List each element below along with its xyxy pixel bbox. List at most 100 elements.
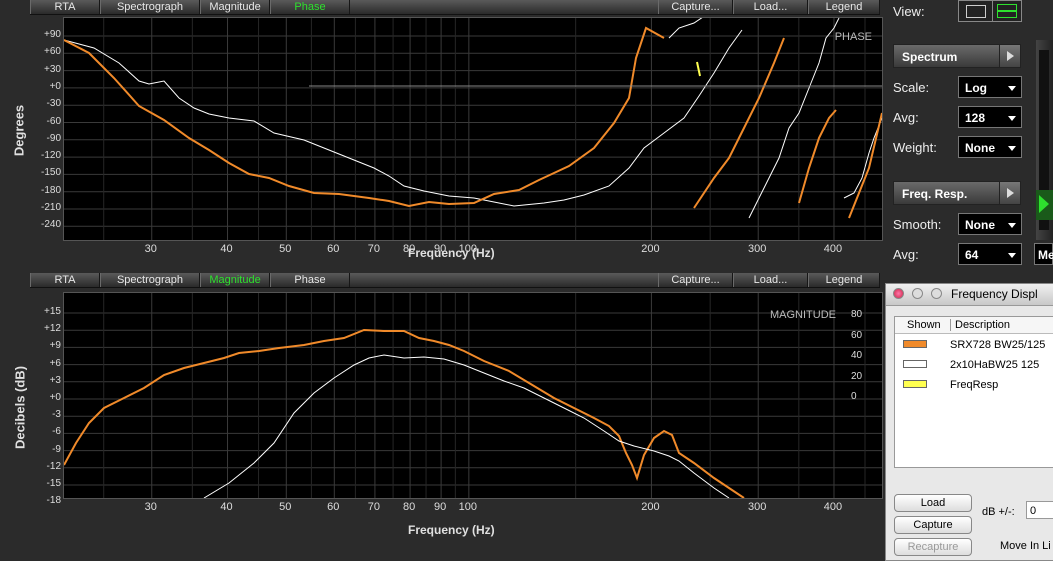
top-load-button[interactable]: Load... (733, 0, 808, 14)
bottom-y-axis-title: Decibels (dB) (12, 365, 28, 450)
bottom-capture-button[interactable]: Capture... (658, 273, 733, 287)
col-shown[interactable]: Shown (907, 319, 941, 331)
top-x-axis-title: Frequency (Hz) (408, 246, 495, 260)
trace-list: Shown Description SRX728 BW25/125 2x10HaB… (894, 316, 1053, 468)
trace-description: FreqResp (950, 379, 999, 391)
x-tick-label: 70 (367, 243, 381, 255)
smooth-select[interactable]: None (958, 213, 1022, 235)
y-tick-label: -30 (46, 98, 61, 110)
db-input[interactable]: 0 (1026, 501, 1053, 519)
freq-resp-section-button[interactable]: Freq. Resp. (893, 181, 1021, 205)
move-in-label: Move In Li (1000, 540, 1051, 552)
dialog-title-bar: Frequency Displ (886, 284, 1053, 306)
bottom-tab-phase[interactable]: Phase (270, 273, 350, 287)
recapture-button: Recapture (894, 538, 972, 556)
weight-select[interactable]: None (958, 136, 1022, 158)
phase-trace-white-3 (748, 18, 840, 219)
y-tick-label: +6 (49, 357, 61, 369)
bottom-tab-bar: RTA Spectrograph Magnitude Phase Capture… (30, 273, 880, 288)
capture-button[interactable]: Capture (894, 516, 972, 534)
freq-resp-section-label: Freq. Resp. (902, 187, 968, 201)
y-tick-label: -15 (46, 478, 61, 489)
zoom-icon[interactable] (931, 288, 942, 299)
view-label: View: (893, 4, 925, 19)
x-tick-label: 40 (220, 243, 233, 255)
view-single-button[interactable] (958, 0, 994, 22)
y-tick-label: +12 (44, 323, 61, 335)
y-tick-label: -12 (46, 460, 61, 472)
phase-plot[interactable]: PHASE (63, 17, 883, 241)
y-tick-label: -90 (46, 132, 61, 144)
dialog-title: Frequency Displ (951, 287, 1038, 301)
phase-watermark: PHASE (834, 31, 872, 43)
x-tick-label: 100 (458, 243, 478, 255)
bottom-tab-spectrograph[interactable]: Spectrograph (100, 273, 200, 287)
bottom-tab-magnitude[interactable]: Magnitude (200, 273, 270, 287)
chevron-down-icon (1008, 223, 1016, 228)
smooth-label: Smooth: (893, 217, 942, 232)
bottom-legend-button[interactable]: Legend (808, 273, 880, 287)
m-value: Me (1038, 248, 1053, 262)
bottom-load-button[interactable]: Load... (733, 273, 808, 287)
load-button[interactable]: Load (894, 494, 972, 512)
x-tick-label: 30 (144, 501, 157, 513)
close-icon[interactable] (893, 288, 904, 299)
y-tick-label-right: 60 (851, 329, 863, 341)
y-tick-label: +30 (44, 63, 61, 75)
magnitude-trace-white (203, 354, 730, 498)
minimize-icon[interactable] (912, 288, 923, 299)
x-tick-label: 50 (279, 501, 292, 513)
top-tab-bar: RTA Spectrograph Magnitude Phase Capture… (30, 0, 880, 15)
trace-row[interactable]: FreqResp (895, 376, 1053, 394)
top-tab-rta[interactable]: RTA (30, 0, 100, 14)
spectrum-section-button[interactable]: Spectrum (893, 44, 1021, 68)
bottom-x-axis-title: Frequency (Hz) (408, 523, 495, 537)
y-tick-label: -150 (40, 167, 61, 179)
x-tick-label: 400 (823, 501, 843, 513)
trace-list-header: Shown Description (895, 317, 1053, 334)
magnitude-plot[interactable]: MAGNITUDE (63, 292, 883, 499)
x-tick-label: 60 (327, 243, 340, 255)
trace-color-swatch[interactable] (903, 380, 927, 388)
top-legend-button[interactable]: Legend (808, 0, 880, 14)
y-tick-label: +60 (44, 46, 61, 58)
y-tick-label-right: 0 (851, 391, 857, 402)
top-tab-spectrograph[interactable]: Spectrograph (100, 0, 200, 14)
spectrum-section-label: Spectrum (902, 50, 958, 64)
trace-color-swatch[interactable] (903, 360, 927, 368)
y-tick-label: +0 (49, 392, 61, 403)
single-view-icon (966, 5, 986, 18)
chevron-down-icon (1008, 253, 1016, 258)
scale-select[interactable]: Log (958, 76, 1022, 98)
y-tick-label: -60 (46, 115, 61, 127)
y-tick-label: -6 (52, 426, 61, 438)
col-description[interactable]: Description (955, 319, 1011, 331)
top-tab-phase[interactable]: Phase (270, 0, 350, 14)
x-tick-label: 90 (433, 243, 447, 255)
trace-color-swatch[interactable] (903, 340, 927, 348)
y-tick-label: -18 (46, 495, 61, 507)
x-tick-label: 400 (823, 243, 843, 255)
magnitude-trace-orange (64, 328, 745, 498)
trace-row[interactable]: SRX728 BW25/125 (895, 336, 1053, 354)
avg2-select[interactable]: 64 (958, 243, 1022, 265)
avg2-value: 64 (965, 248, 979, 262)
top-tab-magnitude[interactable]: Magnitude (200, 0, 270, 14)
split-view-icon-lower (997, 11, 1017, 18)
top-capture-button[interactable]: Capture... (658, 0, 733, 14)
play-icon (999, 45, 1020, 67)
slider-track (1039, 50, 1049, 230)
view-split-button[interactable] (992, 0, 1022, 22)
weight-label: Weight: (893, 140, 937, 155)
y-tick-label-right: 20 (851, 370, 863, 382)
trace-row[interactable]: 2x10HaBW25 125 (895, 356, 1053, 374)
m-select[interactable]: Me (1034, 243, 1053, 265)
scale-value: Log (965, 81, 987, 95)
x-tick-label: 200 (641, 243, 660, 255)
phase-trace-white (64, 29, 743, 207)
level-slider[interactable] (1036, 40, 1053, 240)
chevron-down-icon (1008, 116, 1016, 121)
avg-select[interactable]: 128 (958, 106, 1022, 128)
bottom-tab-rta[interactable]: RTA (30, 273, 100, 287)
y-tick-label: +3 (49, 374, 61, 386)
